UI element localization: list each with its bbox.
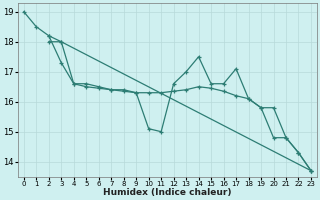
X-axis label: Humidex (Indice chaleur): Humidex (Indice chaleur) — [103, 188, 232, 197]
